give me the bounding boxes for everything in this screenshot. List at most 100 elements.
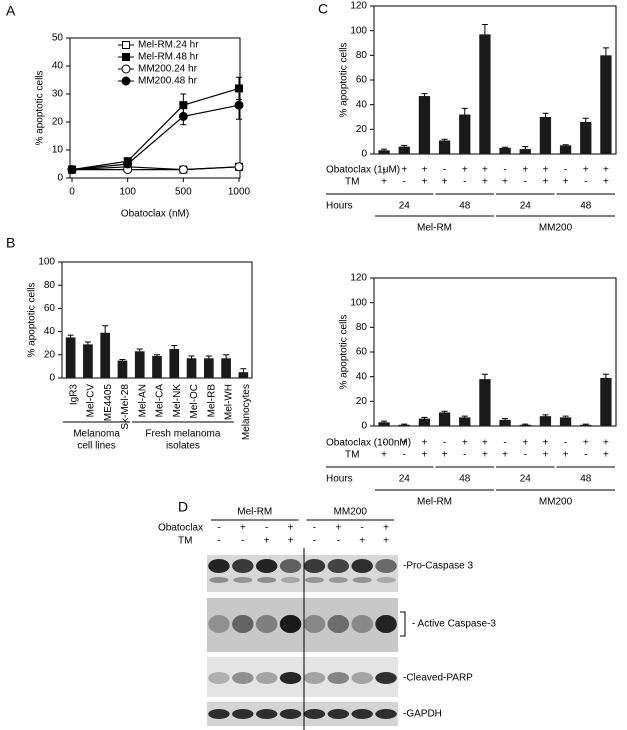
blot-cell-line: Mel-RM <box>237 507 272 518</box>
error-bar <box>421 93 428 99</box>
bar <box>100 332 111 378</box>
y-tick-label: 40 <box>356 371 368 382</box>
bar <box>580 121 592 154</box>
treatment-sign: + <box>583 165 589 176</box>
marker <box>178 111 188 121</box>
treatment-sign: - <box>463 450 466 461</box>
blot-band <box>327 709 350 719</box>
y-tick-label: 50 <box>52 33 64 44</box>
error-bar <box>542 414 549 418</box>
error-bar <box>84 341 91 348</box>
blot-band <box>375 672 397 684</box>
treatment-sign: - <box>337 536 340 547</box>
blot-band <box>376 577 396 583</box>
blot-band <box>232 615 254 633</box>
treatment-sign: + <box>482 450 488 461</box>
error-bar <box>223 354 230 363</box>
bar <box>398 146 410 154</box>
marker <box>122 53 130 61</box>
bar <box>438 140 451 154</box>
treatment-sign: - <box>524 450 527 461</box>
error-bar <box>154 354 160 358</box>
panel-label: A <box>6 3 16 19</box>
y-tick-label: 60 <box>356 75 368 86</box>
marker <box>234 100 244 110</box>
panel-label: D <box>178 499 188 515</box>
treatment-sign: + <box>603 165 609 176</box>
error-bar <box>240 368 247 377</box>
treatment-sign: + <box>603 177 609 188</box>
hours-label: 48 <box>459 201 471 212</box>
panel-label: C <box>318 1 328 17</box>
bar <box>117 360 128 378</box>
y-tick-label: 40 <box>356 99 368 110</box>
y-tick-label: 60 <box>44 303 56 314</box>
bar <box>499 147 511 154</box>
hours-label: 48 <box>580 201 592 212</box>
bar <box>378 150 390 154</box>
treatment-sign: + <box>542 438 548 449</box>
treatment-sign: + <box>381 450 387 461</box>
bar <box>559 417 572 426</box>
band-label: -Pro-Caspase 3 <box>403 561 473 572</box>
blot-band <box>208 709 230 719</box>
treatment-sign: + <box>482 438 488 449</box>
legend-label: MM200.48 hr <box>138 76 198 87</box>
blot-band <box>327 559 350 573</box>
blot-band <box>255 559 278 573</box>
x-tick-label: 100 <box>119 187 136 198</box>
y-tick-label: 120 <box>350 273 367 284</box>
blot-band <box>351 672 373 684</box>
treatment-sign: + <box>482 177 488 188</box>
plot-frame <box>373 5 617 155</box>
bar <box>83 344 93 378</box>
blot-band <box>303 615 326 633</box>
treatment-sign: + <box>421 438 427 449</box>
treatment-sign: + <box>522 438 528 449</box>
group-label: isolates <box>166 441 200 452</box>
bar <box>186 358 197 378</box>
treatment-sign: + <box>359 536 365 547</box>
error-bar <box>602 373 609 383</box>
error-bar <box>481 24 488 45</box>
bar <box>600 377 612 426</box>
treatment-sign: + <box>462 165 468 176</box>
treatment-sign: + <box>421 177 427 188</box>
plot-frame <box>373 277 617 427</box>
blot-panel <box>207 555 398 592</box>
blot-band <box>375 709 397 719</box>
x-axis-label: Obatoclax (nM) <box>121 209 189 220</box>
x-tick-label: Mel-NK <box>172 384 183 418</box>
bar <box>221 358 231 378</box>
cell-line-label: MM200 <box>539 497 573 508</box>
error-bar <box>502 146 509 149</box>
blot-band <box>281 577 301 583</box>
blot-band <box>255 615 278 633</box>
x-tick-label: Melanocytes <box>241 384 252 440</box>
marker <box>67 165 77 175</box>
error-bar <box>481 373 488 385</box>
bar <box>479 379 491 426</box>
error-bar <box>119 358 126 363</box>
y-tick-label: 80 <box>44 280 56 291</box>
blot-band <box>209 577 229 583</box>
y-tick-label: 10 <box>52 145 64 156</box>
error-bar <box>205 355 212 362</box>
bar <box>539 117 552 154</box>
blot-band <box>232 672 254 684</box>
treatment-sign: + <box>383 536 389 547</box>
blot-band <box>279 709 302 719</box>
blot-band <box>375 615 397 633</box>
y-tick-label: 100 <box>350 297 367 308</box>
hours-label: 24 <box>399 201 411 212</box>
bar <box>459 114 471 154</box>
treatment-sign: + <box>442 450 448 461</box>
y-tick-label: 0 <box>361 421 367 432</box>
y-tick-label: 20 <box>44 349 56 360</box>
treatment-sign: + <box>462 438 468 449</box>
error-bar <box>381 148 388 153</box>
cell-line-label: Mel-RM <box>417 497 452 508</box>
error-bar <box>562 415 569 420</box>
hours-label: 48 <box>459 474 471 485</box>
bar <box>238 372 249 378</box>
